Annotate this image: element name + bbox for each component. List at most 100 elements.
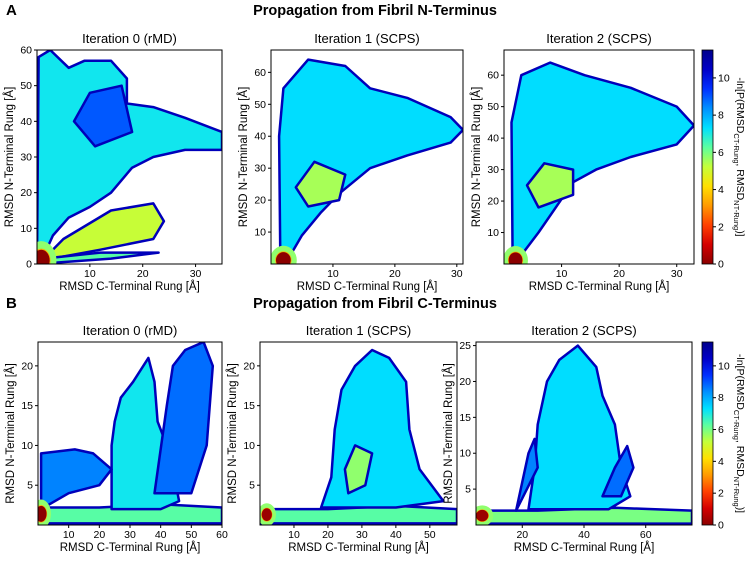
x-tick-label: 10: [84, 268, 96, 280]
x-axis-label: RMSD C-Terminal Rung [Å]: [288, 541, 429, 554]
plot-frame: [503, 49, 695, 265]
density-region-cluster: [72, 84, 134, 148]
y-tick-label: 10: [20, 223, 32, 235]
y-tick-label: 25: [459, 340, 471, 352]
density-region-floor: [476, 506, 692, 525]
heatmap-area: [476, 344, 692, 525]
heatmap-area: [504, 61, 694, 264]
heatmap-panel: 10 20 30 10 20 30 40 50 60 Iteration 1 (SCPS) RMSD…: [237, 31, 464, 293]
colorbar-tick-label: 0: [718, 520, 724, 532]
y-tick-label: 10: [243, 440, 255, 452]
panel-title: Iteration 1 (SCPS): [314, 31, 420, 46]
y-tick-label: 30: [20, 152, 32, 164]
panel-title: Iteration 1 (SCPS): [306, 323, 412, 338]
density-region-column: [319, 348, 445, 509]
y-axis-label: RMSD N-Terminal Rung [Å]: [442, 363, 455, 504]
y-axis-label: RMSD N-Terminal Rung [Å]: [470, 87, 483, 228]
density-region-wedge: [277, 58, 463, 259]
y-tick-label: 10: [459, 448, 471, 460]
row-label: B: [6, 295, 17, 312]
y-tick-label: 0: [26, 259, 32, 271]
density-hotspot: [37, 249, 50, 264]
x-tick-label: 30: [190, 268, 202, 280]
y-tick-label: 30: [487, 164, 499, 176]
density-region-arm: [514, 437, 539, 512]
x-tick-label: 10: [288, 529, 300, 541]
x-tick-label: 40: [155, 529, 167, 541]
x-axis-label: RMSD C-Terminal Rung [Å]: [59, 280, 200, 293]
panel-title: Iteration 0 (rMD): [83, 323, 178, 338]
y-tick-label: 10: [487, 227, 499, 239]
y-tick-label: 20: [21, 360, 33, 372]
heatmap-area: [37, 50, 222, 264]
y-tick-label: 50: [254, 99, 266, 111]
colorbar-label: -ln[P(RMSDCT-Rung, RMSDNT-Rung)]: [732, 354, 746, 513]
x-tick-label: 50: [185, 529, 197, 541]
x-axis-label: RMSD C-Terminal Rung [Å]: [529, 280, 670, 293]
row-title: Propagation from Fibril C-Terminus: [253, 296, 497, 312]
y-tick-label: 60: [20, 45, 32, 57]
heatmap-panel: 10 20 30 40 50 60 5 10 15 20 Iteration 0 (rMD) RMSD…: [4, 323, 228, 554]
y-tick-label: 20: [459, 376, 471, 388]
density-hotspot: [275, 252, 291, 264]
x-tick-label: 50: [424, 529, 436, 541]
plot-frame: [270, 49, 464, 265]
y-tick-label: 40: [487, 133, 499, 145]
density-region-cluster: [343, 444, 374, 495]
density-region-arm: [153, 342, 215, 495]
x-tick-label: 40: [578, 529, 590, 541]
density-hotspot: [261, 508, 272, 522]
heatmap-panel: 20 40 60 5 10 15 20 25 Iteration 2 (SCPS) RMSD C-…: [442, 323, 693, 554]
x-tick-label: 10: [63, 529, 75, 541]
y-tick-label: 15: [243, 400, 255, 412]
density-hotspot: [476, 509, 489, 522]
x-tick-label: 20: [516, 529, 528, 541]
colorbar-gradient: [701, 49, 714, 265]
plot-frame: [259, 341, 458, 526]
x-tick-label: 30: [451, 268, 463, 280]
y-tick-label: 60: [487, 70, 499, 82]
y-tick-label: 40: [20, 116, 32, 128]
x-tick-label: 30: [671, 268, 683, 280]
y-axis-label: RMSD N-Terminal Rung [Å]: [237, 87, 250, 228]
x-tick-label: 40: [390, 529, 402, 541]
colorbar: 0 2 4 6 8 10 -ln[P(RMSDCT-Rung, RMSDNT-Rung)]: [701, 49, 746, 271]
y-axis-label: RMSD N-Terminal Rung [Å]: [226, 363, 239, 504]
heatmap-area: [38, 342, 222, 525]
x-axis-label: RMSD C-Terminal Rung [Å]: [297, 280, 438, 293]
y-axis-label: RMSD N-Terminal Rung [Å]: [4, 363, 17, 504]
x-tick-label: 10: [556, 268, 568, 280]
y-tick-label: 10: [254, 227, 266, 239]
colorbar-tick-label: 6: [718, 147, 724, 159]
colorbar-tick-label: 8: [718, 110, 724, 122]
y-tick-label: 15: [21, 400, 33, 412]
y-tick-label: 20: [243, 360, 255, 372]
colorbar-label: -ln[P(RMSDCT-Rung, RMSDNT-Rung)]: [732, 77, 746, 236]
row-title: Propagation from Fibril N-Terminus: [253, 3, 497, 19]
heatmap-panel: 10 20 30 10 20 30 40 50 60 Iteration 2 (SCPS) RMSD…: [470, 31, 695, 293]
x-tick-label: 60: [640, 529, 652, 541]
density-region-arm: [601, 444, 635, 498]
y-tick-label: 5: [465, 484, 471, 496]
heatmap-area: [260, 348, 457, 525]
y-tick-label: 5: [249, 480, 255, 492]
density-hotspot: [38, 505, 47, 522]
panel-title: Iteration 2 (SCPS): [531, 323, 637, 338]
y-tick-label: 30: [254, 163, 266, 175]
y-tick-label: 20: [487, 196, 499, 208]
y-tick-label: 40: [254, 131, 266, 143]
heatmap-area: [271, 58, 463, 264]
colorbar-tick-label: 10: [718, 360, 730, 372]
colorbar-gradient: [701, 341, 714, 526]
colorbar-tick-label: 4: [718, 456, 724, 468]
density-region-cluster: [525, 162, 575, 209]
y-axis-label: RMSD N-Terminal Rung [Å]: [3, 87, 16, 228]
x-tick-label: 60: [216, 529, 228, 541]
density-region-arm: [41, 202, 166, 262]
density-hotspot: [508, 252, 523, 264]
x-tick-label: 30: [124, 529, 136, 541]
panel-title: Iteration 0 (rMD): [82, 31, 177, 46]
y-tick-label: 5: [27, 480, 33, 492]
colorbar-tick-label: 10: [718, 72, 730, 84]
